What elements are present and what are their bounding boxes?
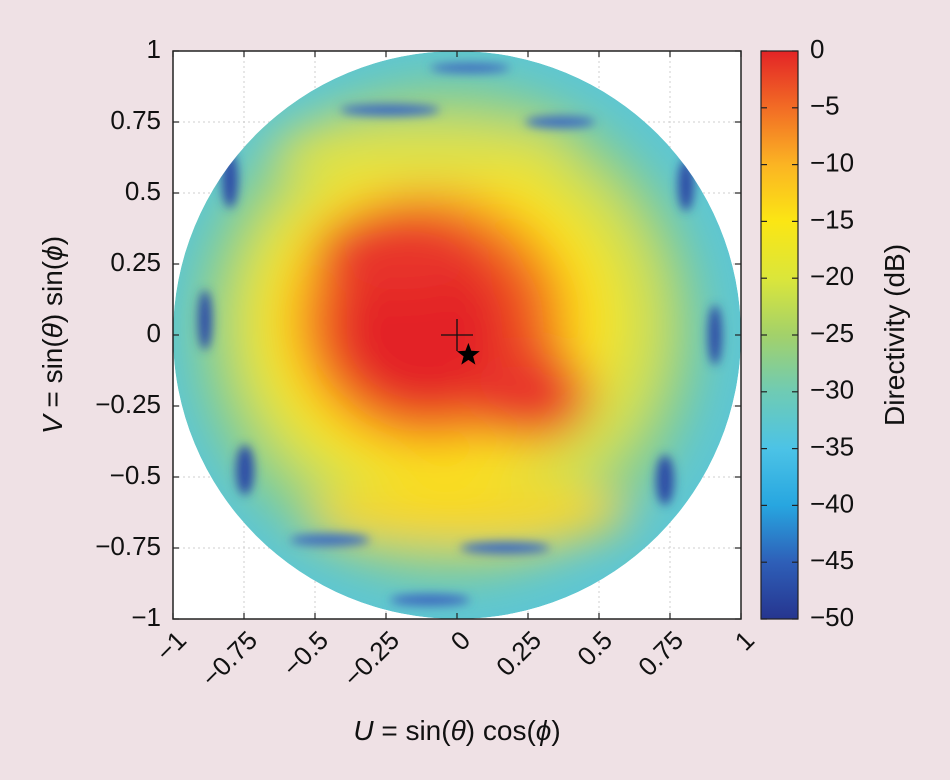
colorbar-tick-label: −35	[810, 431, 854, 461]
heatmap-nulls	[198, 63, 722, 606]
y-tick-label: −0.25	[95, 389, 161, 419]
null-2	[525, 116, 595, 128]
y-axis-label: V = sin(θ) sin(ϕ)	[37, 236, 68, 434]
null-7	[236, 445, 254, 495]
y-tick-label: 1	[147, 34, 161, 64]
markers	[441, 319, 480, 365]
null-1	[340, 104, 440, 116]
x-tick-label: −0.25	[337, 625, 405, 693]
top-band	[270, 120, 570, 180]
x-tick-label: 0.25	[490, 625, 547, 682]
x-tick-label: 1	[729, 625, 760, 656]
null-6	[708, 305, 722, 365]
y-tick-label: −0.75	[95, 531, 161, 561]
colorbar-tick-label: −50	[810, 602, 854, 632]
y-tick-label: −0.5	[110, 460, 161, 490]
right-lobe	[470, 350, 590, 440]
x-axis-label: U = sin(θ) cos(ϕ)	[353, 715, 560, 746]
colorbar-tick-label: −10	[810, 147, 854, 177]
colorbar-tick-label: −15	[810, 204, 854, 234]
x-tick-label: 0.75	[632, 625, 689, 682]
null-11	[390, 594, 470, 606]
y-tick-label: −1	[131, 602, 161, 632]
colorbar-label: Directivity (dB)	[879, 244, 910, 426]
y-tick-labels: 1 0.75 0.5 0.25 0 −0.25 −0.5 −0.75 −1	[95, 34, 161, 632]
colorbar-tick-label: −45	[810, 545, 854, 575]
x-tick-label: −0.75	[195, 625, 263, 693]
colorbar-tick-label: −40	[810, 488, 854, 518]
null-8	[656, 455, 674, 505]
y-tick-label: 0.75	[110, 105, 161, 135]
x-tick-label: 0	[445, 625, 476, 656]
colorbar-tick-label: −30	[810, 375, 854, 405]
tick-marks	[172, 50, 742, 620]
upper-lobe	[315, 210, 485, 290]
colorbar-ticks: 0 −5 −10 −15 −20 −25 −30 −35 −40 −45 −50	[761, 34, 854, 632]
colorbar-tick-label: 0	[810, 34, 824, 64]
x-tick-labels: −1 −0.75 −0.5 −0.25 0 0.25 0.5 0.75 1	[150, 625, 760, 693]
x-tick-label: −0.5	[277, 625, 335, 683]
level-0	[340, 250, 504, 410]
null-5	[198, 290, 212, 350]
star-marker	[456, 342, 480, 365]
colorbar-tick-label: −25	[810, 318, 854, 348]
heatmap-levels	[193, 80, 703, 580]
y-tick-label: 0.25	[110, 247, 161, 277]
colorbar-tick-label: −20	[810, 261, 854, 291]
null-9	[290, 534, 370, 546]
bottom-band	[310, 485, 630, 545]
y-tick-label: 0	[147, 318, 161, 348]
null-12	[430, 63, 510, 73]
null-10	[460, 542, 550, 554]
y-tick-label: 0.5	[125, 176, 161, 206]
x-tick-label: 0.5	[571, 625, 618, 672]
colorbar-tick-label: −5	[810, 91, 840, 121]
